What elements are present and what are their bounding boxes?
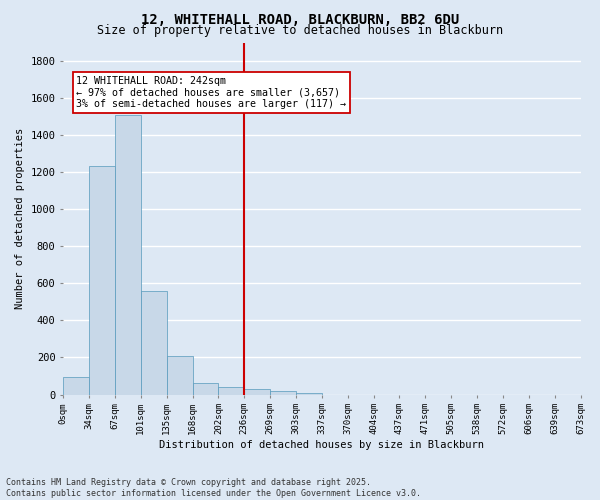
Bar: [167, 356, 193, 395]
Bar: [270, 391, 296, 394]
Y-axis label: Number of detached properties: Number of detached properties: [15, 128, 25, 309]
Bar: [89, 166, 115, 394]
Text: 12, WHITEHALL ROAD, BLACKBURN, BB2 6DU: 12, WHITEHALL ROAD, BLACKBURN, BB2 6DU: [141, 12, 459, 26]
Bar: [63, 378, 89, 394]
X-axis label: Distribution of detached houses by size in Blackburn: Distribution of detached houses by size …: [160, 440, 484, 450]
Bar: [218, 387, 244, 394]
Bar: [244, 389, 270, 394]
Text: Contains HM Land Registry data © Crown copyright and database right 2025.
Contai: Contains HM Land Registry data © Crown c…: [6, 478, 421, 498]
Bar: [296, 392, 322, 394]
Bar: [141, 291, 167, 395]
Bar: [115, 115, 141, 394]
Text: 12 WHITEHALL ROAD: 242sqm
← 97% of detached houses are smaller (3,657)
3% of sem: 12 WHITEHALL ROAD: 242sqm ← 97% of detac…: [76, 76, 346, 109]
Bar: [193, 382, 218, 394]
Text: Size of property relative to detached houses in Blackburn: Size of property relative to detached ho…: [97, 24, 503, 37]
